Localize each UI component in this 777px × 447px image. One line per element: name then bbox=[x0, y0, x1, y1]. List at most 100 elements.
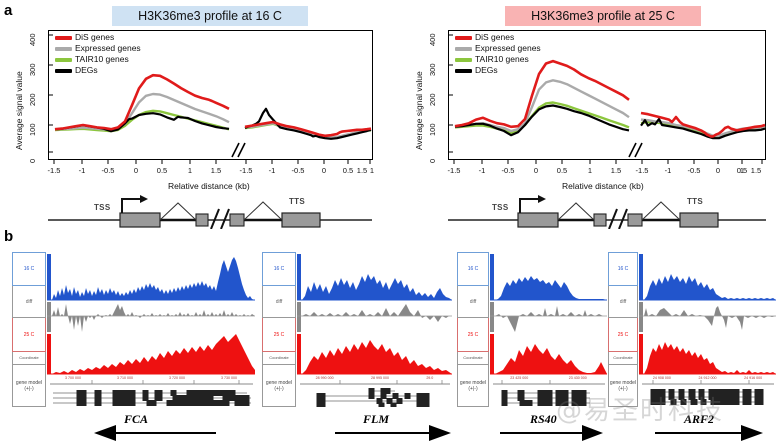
track-label-coordinate: Coordinate bbox=[457, 352, 489, 365]
coordinate-values: 28 990 000 28 995 000 29.0 bbox=[297, 374, 452, 382]
chart-16c-legend-item-expressed: Expressed genes bbox=[55, 44, 141, 53]
coordinate-tick: 3 700 000 bbox=[65, 376, 81, 380]
track-label-25c: 25 C bbox=[457, 318, 489, 352]
browser-tracks-flm[interactable] bbox=[297, 252, 452, 407]
browser-tracks-arf2[interactable] bbox=[639, 252, 776, 407]
coordinate-tick: 23 425 000 bbox=[510, 376, 529, 380]
coordinate-tick: 24 916 000 bbox=[744, 376, 763, 380]
track-label-16c: 16 C bbox=[12, 252, 46, 286]
legend-label-dis: DiS genes bbox=[75, 32, 115, 42]
xtick: -1 bbox=[78, 166, 86, 175]
genome-browser-flm[interactable]: 16 C diff 25 C Coordinate gene model (+|… bbox=[262, 252, 452, 412]
gene-model-tts-label: TTS bbox=[687, 197, 704, 206]
track-label-diff: diff bbox=[457, 286, 489, 318]
gene-model-25c: TSS TTS bbox=[444, 193, 770, 229]
track-label-16c: 16 C bbox=[608, 252, 638, 286]
legend-swatch-tair10 bbox=[455, 57, 472, 62]
gene-name-fca: FCA bbox=[124, 412, 149, 426]
coordinate-tick: 28 995 000 bbox=[370, 376, 389, 380]
genome-browser-arf2[interactable]: 16 C diff 25 C Coordinate gene model (+|… bbox=[608, 252, 776, 412]
track-label-column: 16 C diff 25 C Coordinate gene model (+|… bbox=[12, 252, 46, 407]
legend-label-degs: DEGs bbox=[75, 65, 98, 75]
track-label-25c: 25 C bbox=[608, 318, 638, 352]
gene-arrow-arf2 bbox=[655, 424, 765, 442]
chart-16c-xaxis: -1.5 -1 -0.5 0 0.5 1 1.5 -1.5 -1 -0.5 0 … bbox=[48, 160, 374, 175]
track-label-16c: 16 C bbox=[262, 252, 296, 286]
chart-16c-xaxis-ticks bbox=[53, 160, 371, 164]
browser-tracks-rs40[interactable] bbox=[490, 252, 607, 407]
xtick: -1.5 bbox=[47, 166, 61, 175]
track-label-column: 16 C diff 25 C Coordinate gene model (+|… bbox=[608, 252, 638, 407]
coordinate-tick: 3 710 000 bbox=[117, 376, 133, 380]
xtick: -1.5 bbox=[239, 166, 253, 175]
chart-25c-ytick-200: 200 bbox=[428, 93, 437, 106]
panel-a-letter: a bbox=[4, 2, 13, 19]
coordinate-tick: 23 430 000 bbox=[568, 376, 587, 380]
xtick: 1.5 bbox=[210, 166, 222, 175]
xtick: 0.5 bbox=[556, 166, 568, 175]
legend-label-degs: DEGs bbox=[475, 65, 498, 75]
chart-16c-legend-item-tair10: TAIR10 genes bbox=[55, 55, 129, 64]
chart-25c-xaxis-ticks bbox=[453, 160, 763, 164]
chart-16c-svg bbox=[49, 34, 372, 158]
legend-swatch-tair10 bbox=[55, 57, 72, 62]
coordinate-tick: 24 912 000 bbox=[698, 376, 717, 380]
chart-16c-ylabel: Average signal value bbox=[14, 71, 24, 150]
chart-25c-ylabel: Average signal value bbox=[414, 71, 424, 150]
chart-16c-ytick-400: 400 bbox=[28, 33, 37, 46]
chart-16c-ytick-100: 100 bbox=[28, 123, 37, 136]
xtick: 1.5 bbox=[610, 166, 622, 175]
xtick: 0.5 bbox=[342, 166, 354, 175]
coordinate-tick: 3 730 000 bbox=[221, 376, 237, 380]
chart-25c-legend-item-tair10: TAIR10 genes bbox=[455, 55, 529, 64]
coordinate-tick: 28 990 000 bbox=[315, 376, 334, 380]
chart-25c-ytick-0: 0 bbox=[428, 158, 437, 163]
coordinate-values: 23 425 000 23 430 000 bbox=[490, 374, 607, 382]
track-label-column: 16 C diff 25 C Coordinate gene model (+|… bbox=[457, 252, 489, 407]
chart-25c-xlabel: Relative distance (kb) bbox=[562, 181, 644, 191]
legend-swatch-expressed bbox=[55, 46, 72, 51]
xtick: -0.5 bbox=[291, 166, 305, 175]
legend-swatch-degs bbox=[455, 68, 472, 73]
chart-25c-legend-item-dis: DiS genes bbox=[455, 33, 514, 42]
xtick: 0.5 bbox=[156, 166, 168, 175]
xtick: 0 bbox=[133, 166, 139, 175]
genome-browser-fca[interactable]: 16 C diff 25 C Coordinate gene model (+|… bbox=[12, 252, 255, 412]
coordinate-tick: 3 720 000 bbox=[169, 376, 185, 380]
chart-16c-plot-area bbox=[48, 30, 373, 160]
panel-b-letter: b bbox=[4, 228, 14, 245]
coordinate-values: 3 700 000 3 710 000 3 720 000 3 730 000 bbox=[47, 374, 255, 382]
legend-label-tair10: TAIR10 genes bbox=[475, 54, 529, 64]
track-label-column: 16 C diff 25 C Coordinate gene model (+|… bbox=[262, 252, 296, 407]
xtick: -1 bbox=[664, 166, 672, 175]
chart-16c-ytick-300: 300 bbox=[28, 63, 37, 76]
gene-model-16c: TSS TTS bbox=[44, 193, 376, 229]
gene-arrow-rs40 bbox=[500, 424, 605, 442]
gene-name-rs40: RS40 bbox=[530, 412, 557, 426]
browser-tracks-fca[interactable] bbox=[47, 252, 255, 407]
genome-browser-rs40[interactable]: 16 C diff 25 C Coordinate gene model (+|… bbox=[457, 252, 607, 412]
xtick: -0.5 bbox=[687, 166, 701, 175]
legend-label-tair10: TAIR10 genes bbox=[75, 54, 129, 64]
legend-swatch-dis bbox=[455, 35, 472, 40]
gene-arrow-flm bbox=[335, 424, 453, 442]
gene-model-tss-label: TSS bbox=[94, 203, 111, 212]
xtick: -1.5 bbox=[447, 166, 461, 175]
chart-16c-ytick-200: 200 bbox=[28, 93, 37, 106]
xtick: -1 bbox=[268, 166, 276, 175]
gene-model-tts-label: TTS bbox=[289, 197, 306, 206]
chart-25c-ytick-400: 400 bbox=[428, 33, 437, 46]
xtick: 0 bbox=[533, 166, 539, 175]
track-label-coordinate: Coordinate bbox=[262, 352, 296, 365]
chart-25c-ytick-100: 100 bbox=[428, 123, 437, 136]
xtick: 0.5 bbox=[736, 166, 748, 175]
track-label-diff: diff bbox=[12, 286, 46, 318]
xtick: 1.5 bbox=[750, 166, 762, 175]
legend-label-dis: DiS genes bbox=[475, 32, 515, 42]
chart-25c-legend-item-expressed: Expressed genes bbox=[455, 44, 541, 53]
chart-25c-ytick-300: 300 bbox=[428, 63, 437, 76]
xtick: 0 bbox=[715, 166, 721, 175]
xtick: 1 bbox=[187, 166, 193, 175]
legend-swatch-degs bbox=[55, 68, 72, 73]
track-label-25c: 25 C bbox=[262, 318, 296, 352]
